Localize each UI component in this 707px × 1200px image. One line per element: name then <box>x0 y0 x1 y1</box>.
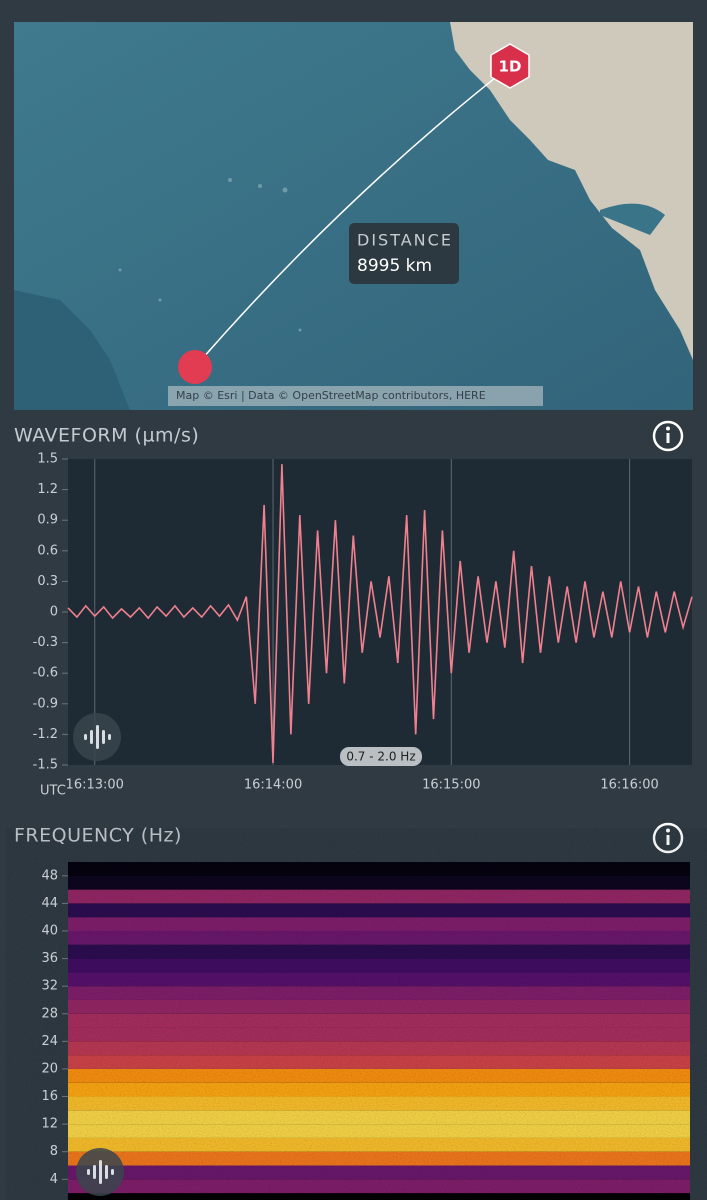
icon-bar <box>111 1169 114 1175</box>
spectrogram-chart: 48 44 40 36 32 28 24 20 16 12 8 4 <box>41 862 690 1200</box>
distance-value: 8995 km <box>357 256 432 276</box>
waveform-plot <box>68 459 692 765</box>
station-marker[interactable] <box>490 43 530 89</box>
icon-bar <box>99 1160 102 1184</box>
y-tick-label: -0.3 <box>33 635 58 650</box>
shelf <box>14 290 130 410</box>
x-tick-label: 16:15:00 <box>422 778 480 793</box>
icon-bar <box>102 730 105 744</box>
islands <box>118 178 302 332</box>
y-tick-label: 0.3 <box>37 574 58 589</box>
y-tick-label: 40 <box>41 923 58 938</box>
y-tick-label: 1.5 <box>37 452 58 467</box>
y-tick-label: 8 <box>50 1144 58 1159</box>
y-tick-label: 4 <box>50 1172 58 1187</box>
x-tick-label: 16:13:00 <box>66 778 124 793</box>
info-button[interactable] <box>652 822 684 854</box>
station-label: 1D <box>499 58 522 76</box>
y-tick-label: 28 <box>41 1006 58 1021</box>
path-arc <box>194 65 511 368</box>
waveform-chart: 1.5 1.2 0.9 0.6 0.3 0 -0.3 -0.6 -0.9 -1.2 -1.5 16:1… <box>33 452 693 799</box>
y-tick-label: 16 <box>41 1089 58 1104</box>
y-tick-label: 48 <box>41 868 58 883</box>
info-button[interactable] <box>652 420 684 452</box>
y-tick-label: 44 <box>41 896 58 911</box>
band-label: 0.7 - 2.0 Hz <box>346 750 415 764</box>
icon-bar <box>90 730 93 744</box>
x-tick-label: 16:14:00 <box>244 778 302 793</box>
icon-bar <box>87 1169 90 1175</box>
icon-bar <box>84 734 87 740</box>
texture <box>68 862 690 1200</box>
y-tick-label: -0.9 <box>33 696 58 711</box>
icon-bar <box>108 734 111 740</box>
x-tick-label: 16:16:00 <box>600 778 658 793</box>
attribution-box <box>168 386 543 406</box>
x-axis-label: UTC <box>40 784 66 799</box>
y-tick-label: 0 <box>50 605 58 620</box>
y-tick-label: -1.5 <box>33 758 58 773</box>
y-tick-label: 12 <box>41 1117 58 1132</box>
icon-bar <box>105 1165 108 1179</box>
y-tick-label: 32 <box>41 979 58 994</box>
y-tick-label: -0.6 <box>33 666 58 681</box>
frequency-title: FREQUENCY (Hz) <box>14 825 182 847</box>
y-tick-label: 0.9 <box>37 513 58 528</box>
waveform-title: WAVEFORM (µm/s) <box>14 425 199 447</box>
y-tick-label: 0.6 <box>37 543 58 558</box>
epicenter[interactable] <box>178 350 212 384</box>
y-tick-label: 1.2 <box>37 482 58 497</box>
y-tick-label: 20 <box>41 1061 58 1076</box>
map[interactable]: 1D DISTANCE 8995 km Map © Esri | Data © … <box>14 22 693 410</box>
distance-label: DISTANCE <box>357 231 453 250</box>
y-tick-label: -1.2 <box>33 727 58 742</box>
gulf <box>600 203 665 235</box>
attribution[interactable]: Map © Esri | Data © OpenStreetMap contri… <box>176 389 486 402</box>
y-tick-label: 24 <box>41 1034 58 1049</box>
distance-box <box>349 223 459 284</box>
land <box>450 22 693 360</box>
y-tick-label: 36 <box>41 951 58 966</box>
waveform-line <box>67 464 693 764</box>
icon-bar <box>96 725 99 749</box>
band-pill <box>340 747 422 766</box>
icon-bar <box>93 1165 96 1179</box>
